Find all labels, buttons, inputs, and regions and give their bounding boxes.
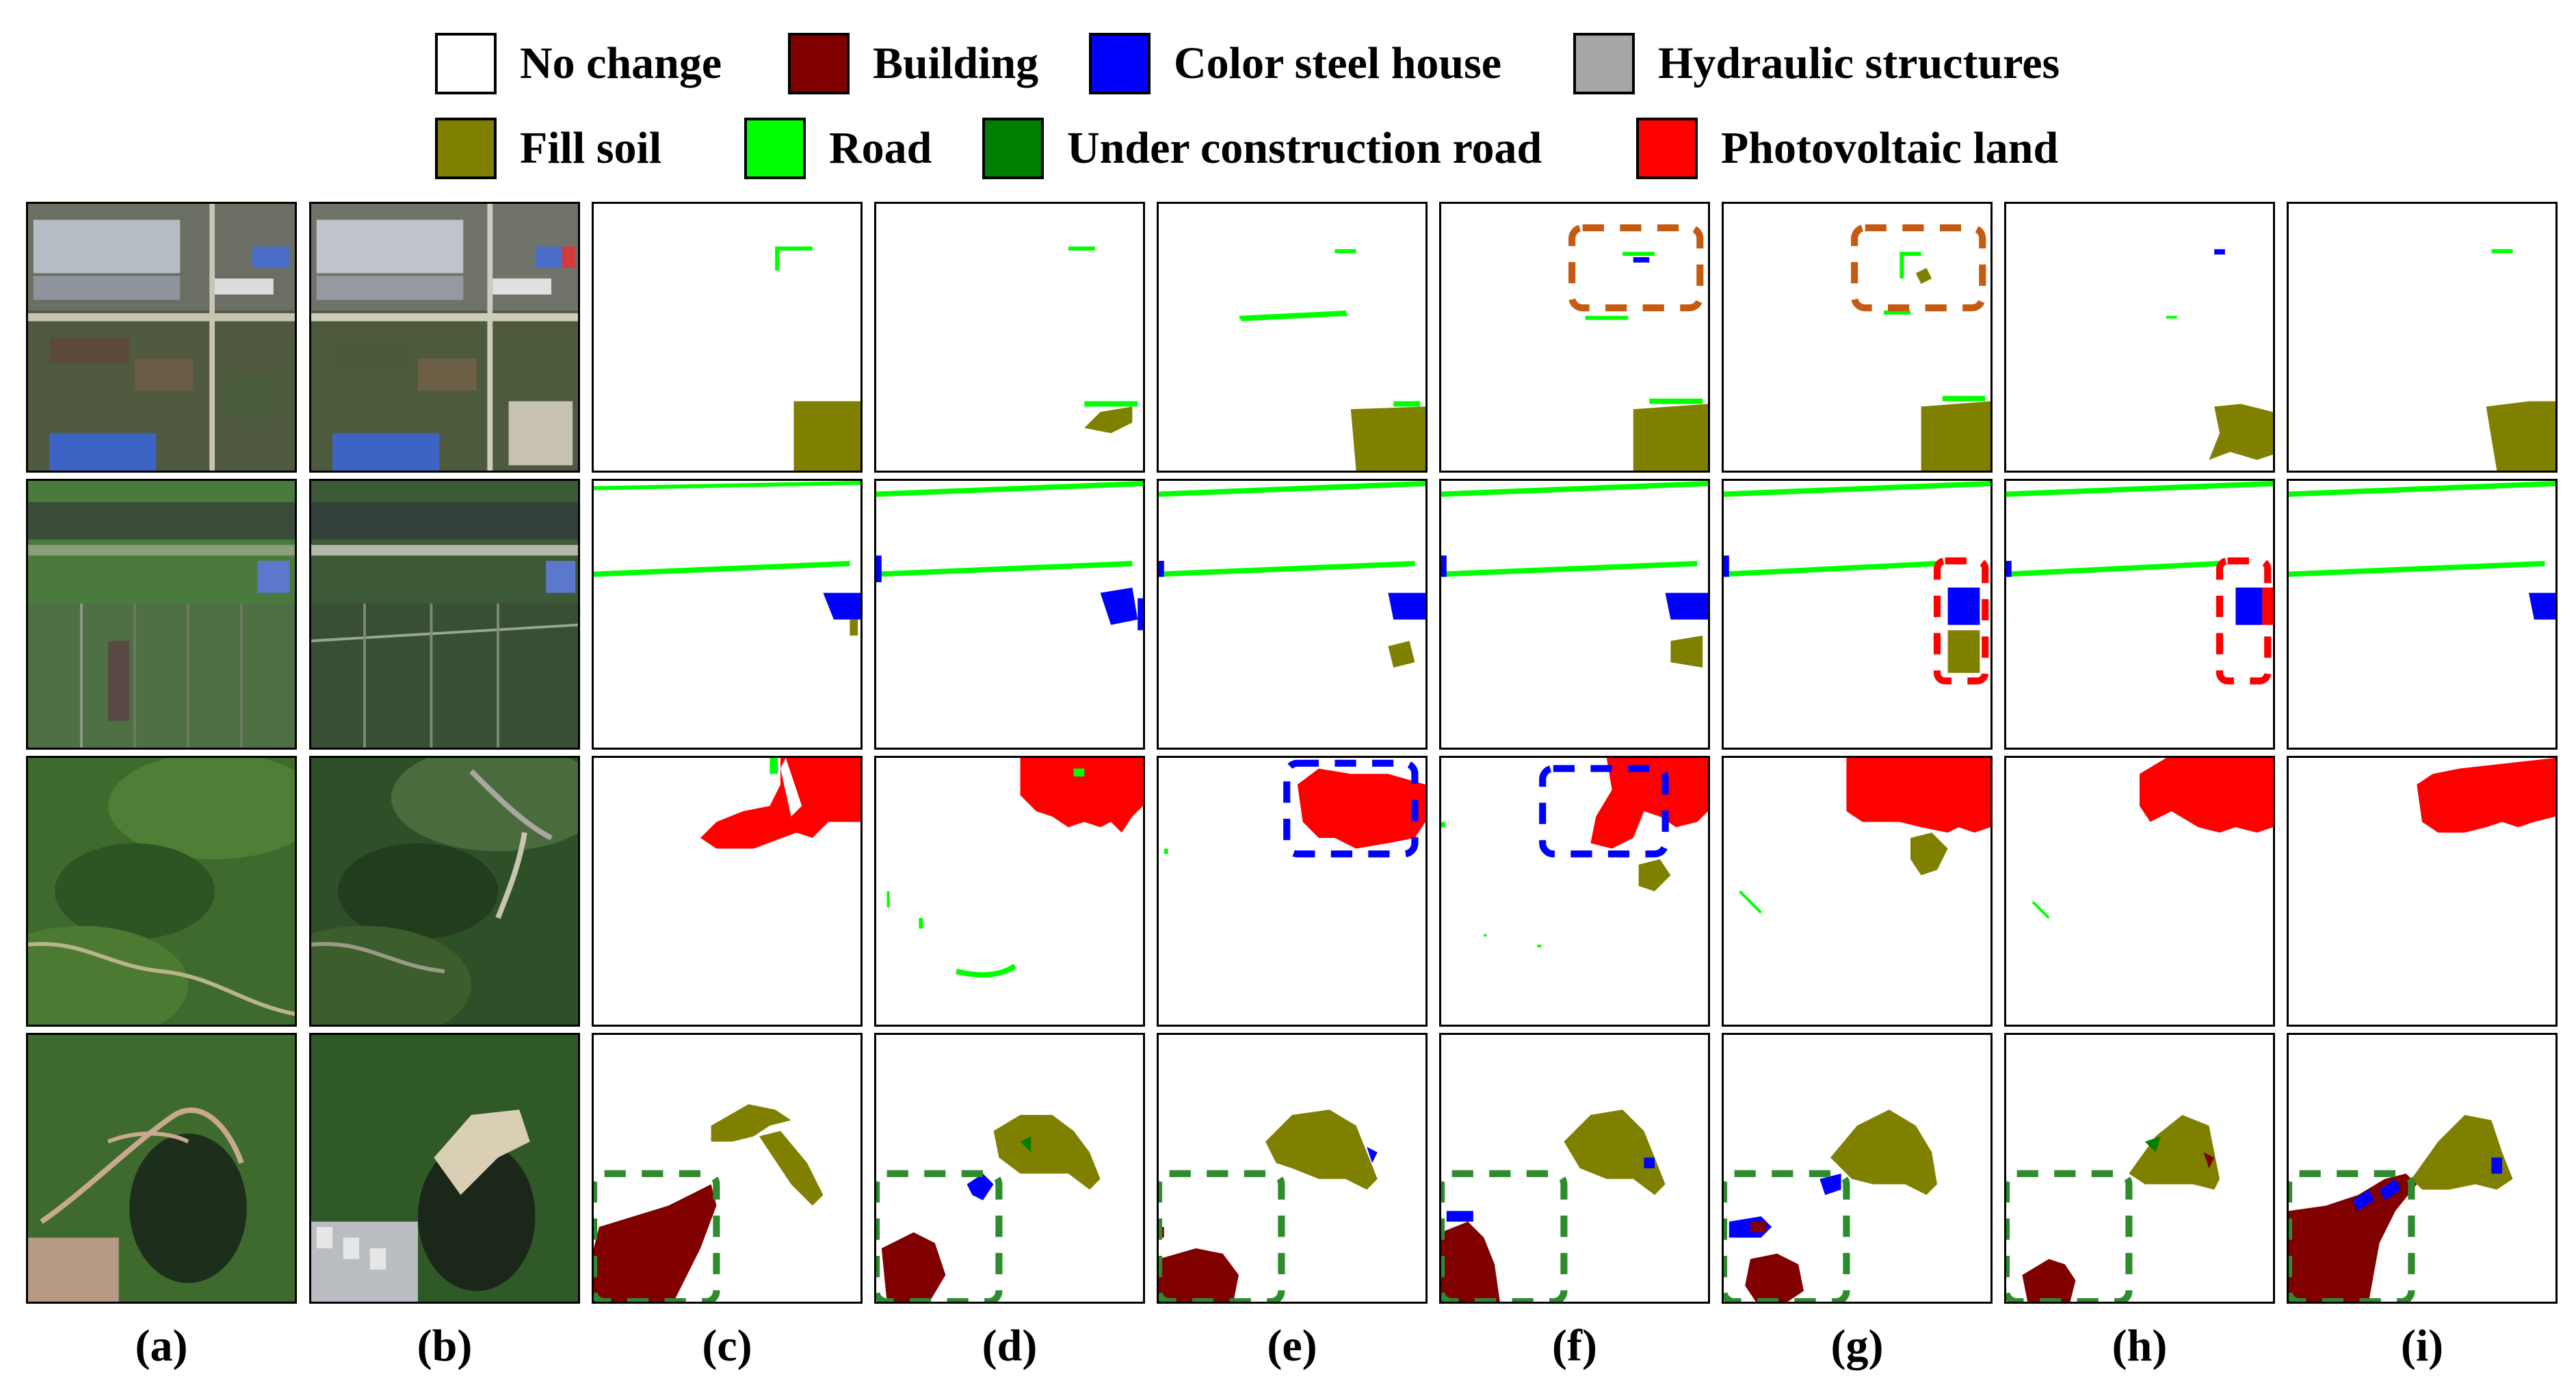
row1-map-c — [592, 202, 863, 473]
legend-photovoltaic-land: Photovoltaic land — [1636, 118, 2058, 179]
row3-map-i — [2287, 756, 2558, 1027]
row4-map-f — [1439, 1033, 1710, 1304]
legend-building: Building — [788, 33, 1038, 94]
column-label-d: (d) — [982, 1321, 1038, 1371]
legend-label-building: Building — [873, 38, 1039, 88]
row2-map-f — [1439, 479, 1710, 750]
row1-map-h — [2004, 202, 2275, 473]
legend-label-no-change: No change — [520, 38, 722, 88]
row2-map-h — [2004, 479, 2275, 750]
row4-map-d — [874, 1033, 1145, 1304]
row4-map-i — [2287, 1033, 2558, 1304]
row3-image-a — [26, 756, 297, 1027]
legend-hydraulic-structures: Hydraulic structures — [1573, 33, 2060, 94]
row2-image-a — [26, 479, 297, 750]
legend-under-construction-road: Under construction road — [982, 118, 1542, 179]
row3-map-c — [592, 756, 863, 1027]
row1-image-b — [309, 202, 580, 473]
row1-map-f — [1439, 202, 1710, 473]
column-label-a: (a) — [135, 1321, 188, 1371]
legend-no-change: No change — [435, 33, 722, 94]
legend-label-road: Road — [829, 123, 932, 173]
legend-fill-soil: Fill soil — [435, 118, 661, 179]
legend-label-hydraulic-structures: Hydraulic structures — [1658, 38, 2060, 88]
column-label-g: (g) — [1830, 1321, 1884, 1371]
row1-map-g — [1722, 202, 1993, 473]
row2-map-c — [592, 479, 863, 750]
legend-swatch-hydraulic-structures — [1573, 33, 1635, 94]
legend-swatch-fill-soil — [435, 118, 497, 179]
legend-label-color-steel-house: Color steel house — [1174, 38, 1502, 88]
legend-swatch-photovoltaic-land — [1636, 118, 1698, 179]
column-label-e: (e) — [1267, 1321, 1317, 1371]
legend-swatch-building — [788, 33, 850, 94]
row4-map-g — [1722, 1033, 1993, 1304]
row2-map-i — [2287, 479, 2558, 750]
row1-image-a — [26, 202, 297, 473]
row3-map-d — [874, 756, 1145, 1027]
row4-map-c — [592, 1033, 863, 1304]
legend-swatch-color-steel-house — [1089, 33, 1151, 94]
row4-image-b — [309, 1033, 580, 1304]
row3-image-b — [309, 756, 580, 1027]
column-label-b: (b) — [417, 1321, 473, 1371]
row3-map-e — [1157, 756, 1428, 1027]
row2-map-g — [1722, 479, 1993, 750]
row3-map-h — [2004, 756, 2275, 1027]
legend-label-fill-soil: Fill soil — [520, 123, 662, 173]
row4-map-h — [2004, 1033, 2275, 1304]
legend-color-steel-house: Color steel house — [1089, 33, 1501, 94]
column-label-c: (c) — [702, 1321, 752, 1371]
legend-swatch-road — [744, 118, 806, 179]
column-label-i: (i) — [2400, 1321, 2444, 1371]
column-label-h: (h) — [2112, 1321, 2168, 1371]
legend-road: Road — [744, 118, 932, 179]
row4-map-e — [1157, 1033, 1428, 1304]
row2-map-d — [874, 479, 1145, 750]
legend-label-photovoltaic-land: Photovoltaic land — [1721, 123, 2059, 173]
row3-map-f — [1439, 756, 1710, 1027]
row4-image-a — [26, 1033, 297, 1304]
column-label-f: (f) — [1552, 1321, 1597, 1371]
row2-map-e — [1157, 479, 1428, 750]
row1-map-d — [874, 202, 1145, 473]
row1-map-e — [1157, 202, 1428, 473]
legend-swatch-no-change — [435, 33, 497, 94]
legend-swatch-under-construction-road — [982, 118, 1044, 179]
row1-map-i — [2287, 202, 2558, 473]
row2-image-b — [309, 479, 580, 750]
row3-map-g — [1722, 756, 1993, 1027]
legend-label-under-construction-road: Under construction road — [1067, 123, 1542, 173]
